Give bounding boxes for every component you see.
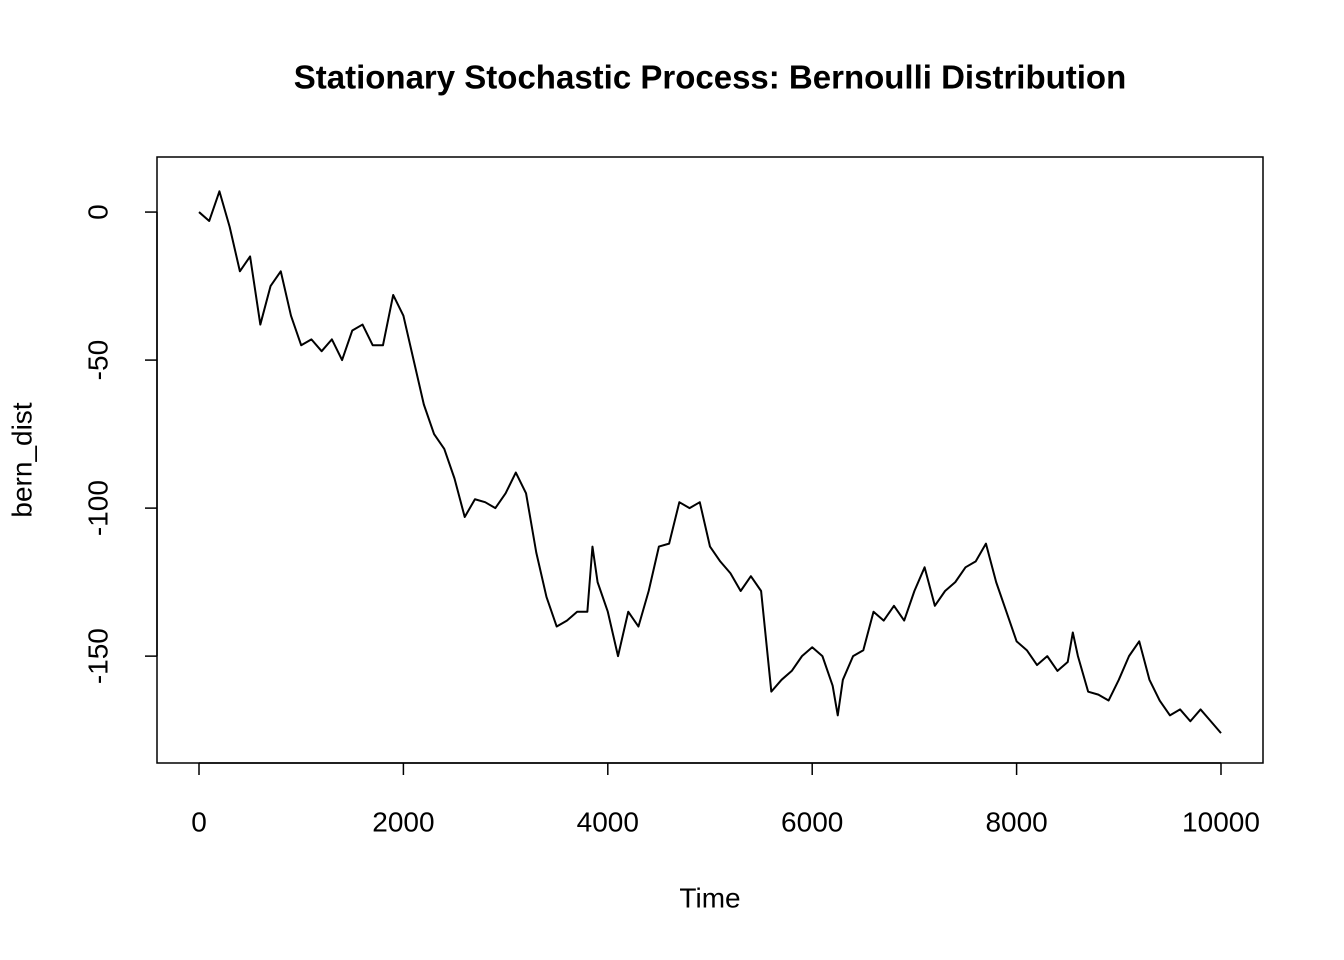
- y-tick-label: 0: [82, 204, 113, 220]
- x-tick-label: 8000: [985, 806, 1047, 837]
- x-tick-label: 6000: [781, 806, 843, 837]
- x-tick-label: 2000: [372, 806, 434, 837]
- plot-box: [156, 156, 1264, 764]
- x-tick-label: 0: [191, 806, 207, 837]
- x-axis-label: Time: [679, 882, 740, 913]
- data-line: [198, 190, 1222, 734]
- y-tick-label: -150: [82, 628, 113, 684]
- y-tick-label: -50: [82, 340, 113, 380]
- chart-title: Stationary Stochastic Process: Bernoulli…: [294, 59, 1127, 96]
- y-tick-label: -100: [82, 480, 113, 536]
- y-axis-label: bern_dist: [6, 402, 37, 517]
- x-tick-label: 4000: [577, 806, 639, 837]
- x-tick-label: 10000: [1182, 806, 1260, 837]
